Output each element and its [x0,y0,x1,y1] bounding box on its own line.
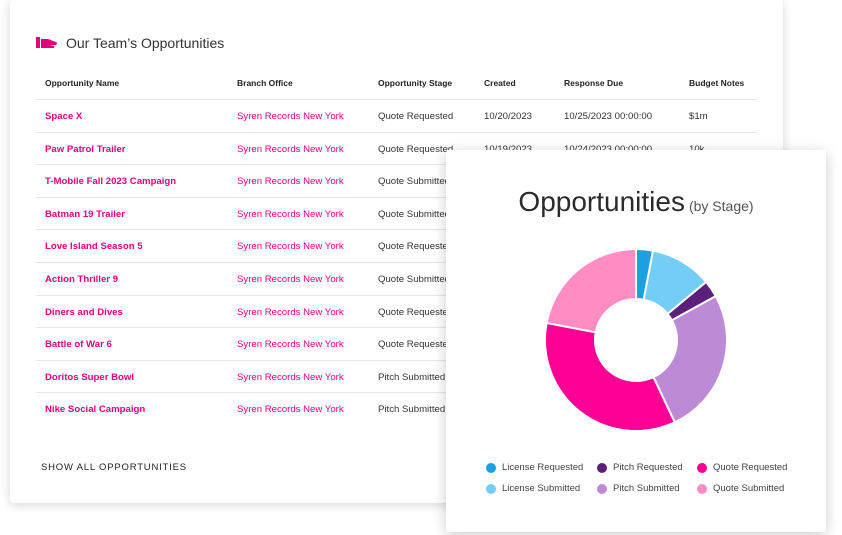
branch-office-link[interactable]: Syren Records New York [237,208,344,220]
legend-dot [486,483,496,494]
legend-item[interactable]: Pitch Submitted [597,483,680,494]
donut-slice-pitch-submitted[interactable] [652,294,728,424]
table-row[interactable]: Battle of War 6 Syren Records New York Quo… [36,327,758,360]
table-header: Our Team’s Opportunities [36,34,224,52]
legend-dot [597,462,607,473]
table-body: Space X Syren Records New York Quote Reque… [36,99,758,425]
branch-office-link[interactable]: Syren Records New York [237,371,344,383]
legend-dot [697,462,707,473]
table-row[interactable]: Space X Syren Records New York Quote Reque… [36,99,758,132]
opportunity-stage: Quote Requested [378,339,454,351]
legend-item[interactable]: Pitch Requested [597,462,683,473]
show-all-opportunities-link[interactable]: SHOW ALL OPPORTUNITIES [41,462,187,473]
branch-office-link[interactable]: Syren Records New York [237,339,344,351]
column-header-response-due[interactable]: Response Due [564,78,624,88]
legend-dot [597,483,607,494]
chart-title: Opportunities (by Stage) [446,186,826,218]
opportunities-chart-card: Opportunities (by Stage) License Requeste… [446,150,826,532]
legend-item[interactable]: Quote Submitted [697,483,784,494]
table-column-headers: Opportunity Name Branch Office Opportuni… [10,78,770,94]
table-row[interactable]: T-Mobile Fall 2023 Campaign Syren Records… [36,164,758,197]
table-row[interactable]: Doritos Super Bowl Syren Records New York… [36,359,758,393]
branch-office-link[interactable]: Syren Records New York [237,111,344,122]
hand-icon [36,34,58,52]
table-row[interactable]: Batman 19 Trailer Syren Records New York Q… [36,196,758,230]
opportunity-stage: Quote Requested [378,306,454,318]
table-row[interactable]: Paw Patrol Trailer Syren Records New York… [36,131,758,165]
chart-subtitle: (by Stage) [688,198,754,214]
legend-label: License Requested [502,462,584,473]
chart-title-main: Opportunities [518,186,685,217]
donut-chart [544,247,728,432]
column-header-created[interactable]: Created [484,78,516,88]
column-header-opportunity-stage[interactable]: Opportunity Stage [378,78,453,88]
opportunity-name-link[interactable]: Love Island Season 5 [45,241,143,253]
opportunity-name-link[interactable]: Action Thriller 9 [45,273,119,285]
table-title: Our Team’s Opportunities [66,35,225,51]
legend-item[interactable]: Quote Requested [697,462,787,473]
opportunity-name-link[interactable]: T-Mobile Fall 2023 Campaign [45,176,177,188]
budget-notes: $1m [689,111,708,122]
legend-label: License Submitted [502,483,581,494]
opportunity-stage: Quote Requested [378,143,454,155]
column-header-budget-notes[interactable]: Budget Notes [689,78,745,88]
donut-slice-quote-requested[interactable] [544,321,677,432]
branch-office-link[interactable]: Syren Records New York [237,404,344,416]
branch-office-link[interactable]: Syren Records New York [237,176,344,188]
table-row[interactable]: Nike Social Campaign Syren Records New Yo… [36,392,758,425]
response-due: 10/25/2023 00:00:00 [564,111,653,122]
branch-office-link[interactable]: Syren Records New York [237,241,344,253]
opportunity-stage: Quote Submitted [378,208,450,220]
table-row[interactable]: Love Island Season 5 Syren Records New Yo… [36,229,758,262]
legend-dot [486,462,496,473]
legend-dot [697,483,707,494]
column-header-opportunity-name[interactable]: Opportunity Name [45,78,120,88]
legend-label: Quote Submitted [713,483,785,494]
opportunity-name-link[interactable]: Space X [45,111,83,122]
opportunity-name-link[interactable]: Diners and Dives [45,306,123,318]
budget-notes: 10k [689,144,704,155]
table-row[interactable]: Action Thriller 9 Syren Records New York Q… [36,261,758,295]
branch-office-link[interactable]: Syren Records New York [237,273,344,285]
legend-label: Pitch Requested [613,462,683,473]
opportunity-name-link[interactable]: Paw Patrol Trailer [45,143,126,155]
table-row[interactable]: Diners and Dives Syren Records New York Qu… [36,294,758,328]
legend-label: Quote Requested [713,462,788,473]
opportunity-stage: Quote Submitted [378,273,450,285]
opportunity-stage: Pitch Submitted [378,404,446,416]
created-date: 10/20/2023 [484,111,533,122]
opportunity-stage: Quote Submitted [378,176,450,188]
opportunity-stage: Quote Requested [378,111,454,122]
legend-label: Pitch Submitted [613,483,680,494]
opportunity-name-link[interactable]: Nike Social Campaign [45,404,146,416]
branch-office-link[interactable]: Syren Records New York [237,143,344,155]
column-header-branch-office[interactable]: Branch Office [237,78,293,88]
branch-office-link[interactable]: Syren Records New York [237,306,344,318]
opportunity-stage: Pitch Submitted [378,371,446,383]
opportunity-name-link[interactable]: Battle of War 6 [45,339,112,351]
legend-item[interactable]: License Requested [486,462,583,473]
opportunity-name-link[interactable]: Doritos Super Bowl [45,371,135,383]
created-date: 10/19/2023 [484,144,532,155]
legend-item[interactable]: License Submitted [486,483,580,494]
donut-slice-quote-submitted[interactable] [545,247,637,334]
response-due: 10/24/2023 00:00:00 [564,144,652,155]
opportunity-stage: Quote Requested [378,241,454,253]
opportunity-name-link[interactable]: Batman 19 Trailer [45,208,125,220]
